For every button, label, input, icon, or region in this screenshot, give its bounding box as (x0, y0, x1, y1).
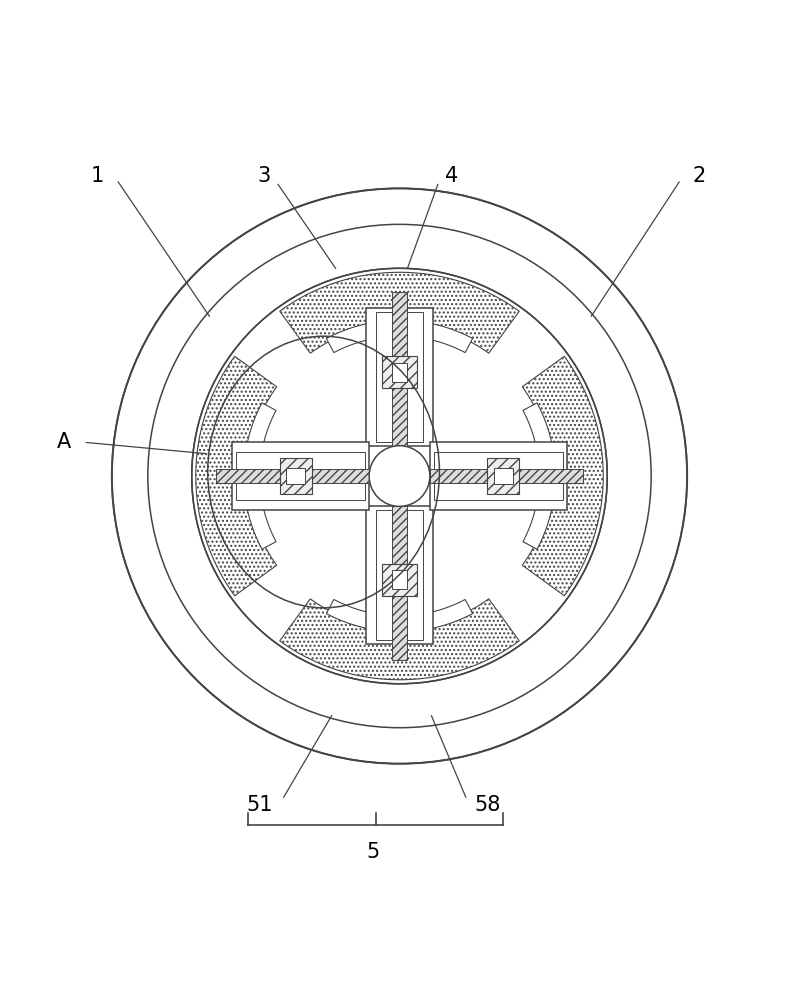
Text: 4: 4 (445, 166, 458, 186)
Polygon shape (434, 452, 563, 500)
Polygon shape (523, 356, 603, 596)
Polygon shape (216, 469, 369, 483)
Text: 2: 2 (693, 166, 706, 186)
Circle shape (192, 268, 607, 684)
Polygon shape (280, 458, 312, 494)
Polygon shape (430, 442, 567, 510)
Polygon shape (382, 356, 417, 388)
Polygon shape (196, 356, 276, 596)
Polygon shape (392, 292, 407, 446)
Polygon shape (236, 452, 365, 500)
Polygon shape (494, 468, 513, 484)
Polygon shape (280, 272, 519, 353)
Polygon shape (487, 458, 519, 494)
Polygon shape (366, 506, 433, 644)
Circle shape (369, 446, 430, 506)
Circle shape (112, 188, 687, 764)
Polygon shape (232, 442, 369, 510)
Polygon shape (244, 403, 276, 549)
Polygon shape (392, 506, 407, 660)
Polygon shape (392, 570, 407, 589)
Polygon shape (382, 564, 417, 596)
Text: 58: 58 (474, 795, 501, 815)
Polygon shape (376, 312, 423, 442)
Polygon shape (286, 468, 305, 484)
Text: 3: 3 (257, 166, 270, 186)
Polygon shape (523, 403, 555, 549)
Text: A: A (57, 432, 71, 452)
Polygon shape (280, 599, 519, 680)
Polygon shape (326, 320, 473, 353)
Text: 5: 5 (367, 842, 380, 862)
Polygon shape (430, 469, 583, 483)
Polygon shape (376, 510, 423, 640)
Polygon shape (326, 599, 473, 632)
Polygon shape (366, 308, 433, 446)
Text: 51: 51 (246, 795, 273, 815)
Polygon shape (392, 363, 407, 382)
Text: 1: 1 (91, 166, 104, 186)
